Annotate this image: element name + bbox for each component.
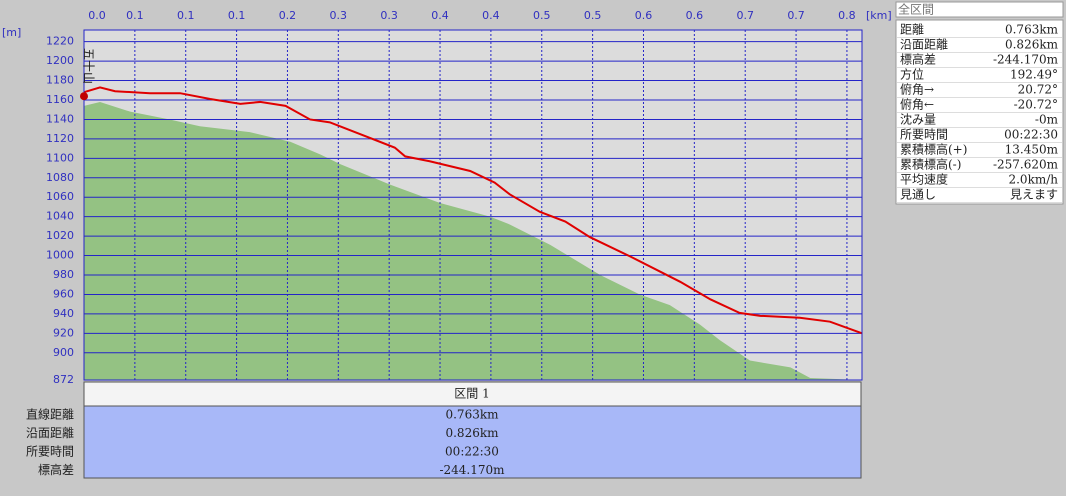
panel-key: 標高差 — [900, 52, 936, 67]
panel-key: 沈み量 — [900, 112, 936, 127]
section-label: 所要時間 — [26, 445, 74, 459]
x-tick-label: 0.4 — [431, 9, 449, 22]
y-tick-label: 1120 — [46, 132, 74, 145]
panel-value: -244.170m — [993, 53, 1059, 67]
panel-key: 累積標高(+) — [900, 142, 967, 157]
panel-value: 13.450m — [1005, 143, 1059, 157]
y-tick-label: 920 — [53, 326, 74, 339]
section-label: 直線距離 — [26, 407, 74, 422]
x-tick-label: 0.1 — [228, 9, 246, 22]
section-value: 00:22:30 — [445, 445, 499, 459]
x-tick-label: 0.5 — [533, 9, 551, 22]
x-tick-label: 0.6 — [635, 9, 653, 22]
panel-value: 0.826km — [1005, 38, 1059, 52]
x-unit: [km] — [866, 9, 892, 22]
panel-title-box — [895, 1, 1064, 18]
y-tick-label: 872 — [53, 373, 74, 386]
terrain-area — [84, 101, 862, 380]
x-tick-label: 0.4 — [482, 9, 500, 22]
y-tick-label: 960 — [53, 287, 74, 300]
panel-key: 距離 — [900, 23, 924, 37]
y-tick-label: 1000 — [46, 249, 74, 262]
y-tick-label: 1220 — [46, 35, 74, 48]
y-tick-label: 1180 — [46, 74, 74, 87]
panel-key: 所要時間 — [900, 128, 948, 142]
panel-key: 俯角← — [900, 97, 934, 112]
y-tick-label: 1200 — [46, 54, 74, 67]
panel-key: 方位 — [900, 67, 924, 82]
section-body — [83, 405, 862, 479]
panel-value: 192.49° — [1010, 68, 1058, 82]
panel-value: 2.0km/h — [1008, 173, 1058, 187]
y-tick-label: 1140 — [46, 112, 74, 125]
y-tick-label: 980 — [53, 268, 74, 281]
panel-title: 全区間 — [898, 2, 934, 17]
x-tick-label: 0.1 — [126, 9, 144, 22]
y-tick-label: 1080 — [46, 171, 74, 184]
panel-value: 0.763km — [1005, 23, 1059, 37]
x-tick-label: 0.6 — [686, 9, 704, 22]
panel-key: 平均速度 — [900, 172, 948, 187]
start-marker — [80, 92, 88, 101]
x-tick-label: 0.7 — [787, 9, 805, 22]
section-label: 沿面距離 — [26, 426, 74, 440]
panel-key: 見通し — [900, 188, 936, 202]
panel-value: 20.72° — [1018, 83, 1058, 97]
y-tick-label: 1100 — [46, 151, 74, 164]
y-tick-label: 1060 — [46, 190, 74, 203]
section-value: 0.826km — [445, 426, 499, 440]
y-tick-label: 1020 — [46, 229, 74, 242]
panel-key: 沿面距離 — [900, 38, 948, 52]
panel-value: 見えます — [1010, 188, 1058, 202]
x-tick-label: 0.3 — [330, 9, 348, 22]
y-tick-label: 900 — [53, 346, 74, 359]
x-tick-label: 0.0 — [88, 9, 106, 22]
section-value: 0.763km — [445, 408, 499, 422]
panel-value: -0m — [1035, 113, 1059, 127]
panel-value: -257.620m — [993, 158, 1059, 172]
panel-key: 俯角→ — [900, 82, 934, 97]
x-tick-label: 0.5 — [584, 9, 602, 22]
x-tick-label: 0.3 — [380, 9, 398, 22]
x-tick-label: 0.1 — [177, 9, 195, 22]
panel-key: 累積標高(-) — [900, 157, 961, 172]
section-header-box — [83, 381, 862, 407]
section-label: 標高差 — [38, 462, 74, 477]
y-tick-label: 1160 — [46, 93, 74, 106]
route-line — [83, 86, 863, 335]
section-value: -244.170m — [439, 463, 505, 477]
y-tick-label: 1040 — [46, 210, 74, 223]
y-tick-label: 940 — [53, 307, 74, 320]
panel-value: -20.72° — [1014, 98, 1058, 112]
x-tick-label: 0.7 — [736, 9, 754, 22]
x-tick-label: 0.2 — [279, 9, 297, 22]
plot-frame — [83, 29, 863, 381]
section-header: 区間 1 — [454, 387, 489, 401]
x-tick-label: 0.8 — [838, 9, 856, 22]
panel-value: 00:22:30 — [1004, 128, 1058, 142]
start-label: 五十山 — [82, 48, 96, 84]
y-unit: [m] — [2, 26, 21, 39]
